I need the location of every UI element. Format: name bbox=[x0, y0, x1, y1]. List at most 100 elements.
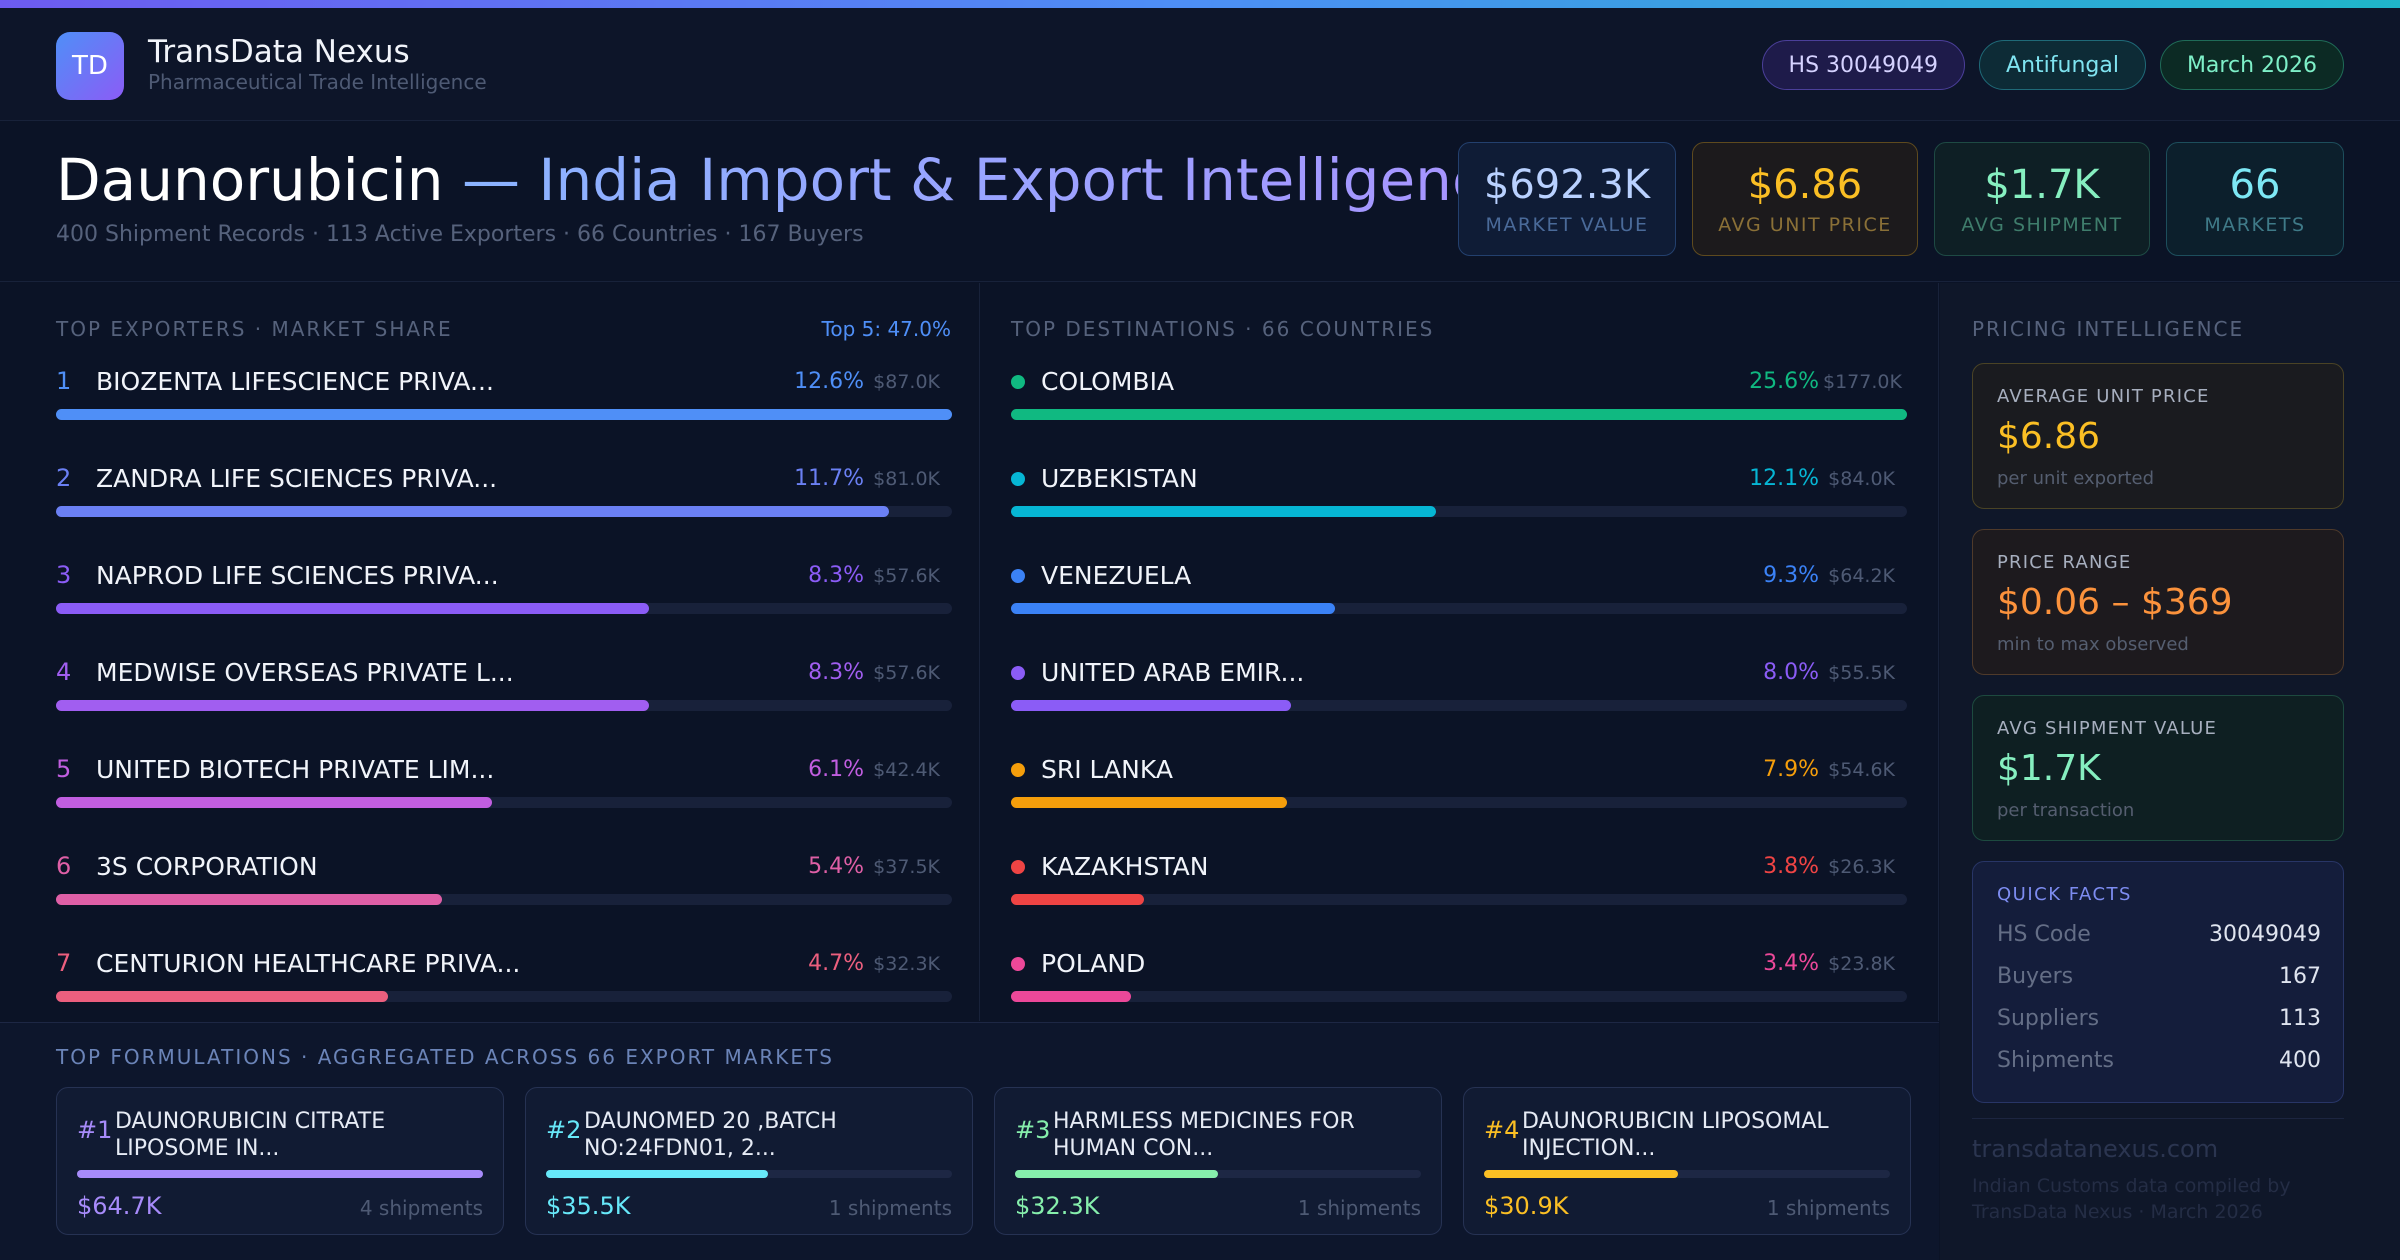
formulation-card[interactable]: #3 HARMLESS MEDICINES FOR HUMAN CON... $32… bbox=[994, 1087, 1442, 1235]
destinations-section-label: TOP DESTINATIONS · 66 COUNTRIES bbox=[1011, 317, 1435, 341]
exporter-row[interactable]: 3 NAPROD LIFE SCIENCES PRIVA... 8.3% $57.6K bbox=[56, 561, 952, 621]
country-dot-icon bbox=[1011, 472, 1025, 486]
avg-shipment-value-card: AVG SHIPMENT VALUE $1.7K per transaction bbox=[1972, 695, 2344, 841]
destination-amount: $64.2K bbox=[1828, 565, 1895, 587]
share-bar-track bbox=[1011, 991, 1907, 1002]
site-link[interactable]: transdatanexus.com bbox=[1972, 1135, 2219, 1163]
kpi-label: AVG SHIPMENT bbox=[1961, 214, 2123, 236]
exporter-share: 11.7% bbox=[794, 466, 864, 491]
share-bar-track bbox=[56, 991, 952, 1002]
destination-row[interactable]: KAZAKHSTAN 3.8% $26.3K bbox=[1011, 852, 1907, 912]
hs-code-pill[interactable]: HS 30049049 bbox=[1761, 40, 1966, 90]
quick-fact-key: Buyers bbox=[1997, 964, 2074, 989]
top-formulations-panel: TOP FORMULATIONS · AGGREGATED ACROSS 66 … bbox=[0, 1022, 1939, 1260]
kpi-label: AVG UNIT PRICE bbox=[1718, 214, 1892, 236]
country-dot-icon bbox=[1011, 375, 1025, 389]
formulation-rank: #1 bbox=[77, 1116, 113, 1144]
country-dot-icon bbox=[1011, 666, 1025, 680]
kpi-label: MARKET VALUE bbox=[1485, 214, 1649, 236]
destination-amount: $23.8K bbox=[1828, 953, 1895, 975]
share-bar-track bbox=[1011, 409, 1907, 420]
destination-share: 9.3% bbox=[1763, 563, 1819, 588]
card-label: AVG SHIPMENT VALUE bbox=[1997, 718, 2218, 739]
filter-pills: HS 30049049 Antifungal March 2026 bbox=[1761, 40, 2344, 90]
exporter-amount: $57.6K bbox=[873, 662, 940, 684]
formulation-card[interactable]: #1 DAUNORUBICIN CITRATE LIPOSOME IN... $64… bbox=[56, 1087, 504, 1235]
share-bar-fill bbox=[1011, 700, 1292, 711]
kpi-avg-shipment: $1.7K AVG SHIPMENT bbox=[1934, 142, 2150, 256]
divider bbox=[1972, 1118, 2344, 1119]
exporter-name: ZANDRA LIFE SCIENCES PRIVA... bbox=[96, 464, 498, 493]
exporter-name: MEDWISE OVERSEAS PRIVATE L... bbox=[96, 658, 514, 687]
formulation-card[interactable]: #4 DAUNORUBICIN LIPOSOMAL INJECTION... $30… bbox=[1463, 1087, 1911, 1235]
card-subtext: per unit exported bbox=[1997, 468, 2155, 489]
exporter-share: 6.1% bbox=[808, 757, 864, 782]
exporter-amount: $81.0K bbox=[873, 468, 940, 490]
kpi-avg-unit-price: $6.86 AVG UNIT PRICE bbox=[1692, 142, 1918, 256]
share-bar-fill bbox=[1011, 894, 1144, 905]
exporter-row[interactable]: 4 MEDWISE OVERSEAS PRIVATE L... 8.3% $57.6K bbox=[56, 658, 952, 718]
brand-logo[interactable]: TD bbox=[56, 32, 124, 100]
share-bar-track bbox=[1011, 700, 1907, 711]
exporter-amount: $57.6K bbox=[873, 565, 940, 587]
kpi-value: 66 bbox=[2229, 162, 2281, 208]
destination-row[interactable]: COLOMBIA 25.6% $177.0K bbox=[1011, 367, 1907, 427]
exporter-row[interactable]: 7 CENTURION HEALTHCARE PRIVA... 4.7% $32.3K bbox=[56, 949, 952, 1009]
exporter-rank: 6 bbox=[56, 852, 72, 880]
card-value: $6.86 bbox=[1997, 416, 2101, 457]
formulation-value: $32.3K bbox=[1015, 1192, 1100, 1220]
exporter-row[interactable]: 6 3S CORPORATION 5.4% $37.5K bbox=[56, 852, 952, 912]
share-bar-fill bbox=[56, 797, 493, 808]
formulation-bar-fill bbox=[1484, 1170, 1678, 1178]
destination-row[interactable]: VENEZUELA 9.3% $64.2K bbox=[1011, 561, 1907, 621]
quick-facts-card: QUICK FACTS HS Code 30049049 Buyers 167 … bbox=[1972, 861, 2344, 1103]
destination-row[interactable]: UNITED ARAB EMIR... 8.0% $55.5K bbox=[1011, 658, 1907, 718]
formulation-shipments: 4 shipments bbox=[359, 1196, 483, 1220]
exporter-row[interactable]: 1 BIOZENTA LIFESCIENCE PRIVA... 12.6% $87.0… bbox=[56, 367, 952, 427]
share-bar-fill bbox=[56, 991, 389, 1002]
top-accent-line bbox=[0, 0, 2400, 8]
exporter-row[interactable]: 5 UNITED BIOTECH PRIVATE LIM... 6.1% $42.4K bbox=[56, 755, 952, 815]
share-bar-track bbox=[56, 797, 952, 808]
share-bar-fill bbox=[1011, 603, 1336, 614]
exporter-name: UNITED BIOTECH PRIVATE LIM... bbox=[96, 755, 495, 784]
exporter-share: 4.7% bbox=[808, 951, 864, 976]
exporter-row[interactable]: 2 ZANDRA LIFE SCIENCES PRIVA... 11.7% $81.0… bbox=[56, 464, 952, 524]
formulation-bar-track bbox=[77, 1170, 483, 1178]
title-section: Daunorubicin — India Import & Export Int… bbox=[0, 122, 2400, 282]
card-value: $0.06 – $369 bbox=[1997, 582, 2233, 623]
share-bar-track bbox=[1011, 506, 1907, 517]
exporter-share: 8.3% bbox=[808, 563, 864, 588]
data-source-footnote: Indian Customs data compiled by TransDat… bbox=[1972, 1175, 2291, 1223]
destination-name: POLAND bbox=[1041, 949, 1146, 978]
share-bar-fill bbox=[1011, 797, 1287, 808]
top-destinations-panel: TOP DESTINATIONS · 66 COUNTRIES COLOMBIA… bbox=[981, 283, 1939, 1021]
exporter-share: 5.4% bbox=[808, 854, 864, 879]
share-bar-fill bbox=[56, 603, 650, 614]
formulation-card[interactable]: #2 DAUNOMED 20 ,BATCH NO:24FDN01, 2... $35… bbox=[525, 1087, 973, 1235]
card-value: $1.7K bbox=[1997, 748, 2101, 789]
formulation-bar-fill bbox=[1015, 1170, 1218, 1178]
formulation-bar-track bbox=[546, 1170, 952, 1178]
destination-row[interactable]: POLAND 3.4% $23.8K bbox=[1011, 949, 1907, 1009]
destination-share: 3.8% bbox=[1763, 854, 1819, 879]
destination-share: 3.4% bbox=[1763, 951, 1819, 976]
date-pill[interactable]: March 2026 bbox=[2159, 40, 2344, 90]
quick-facts-title: QUICK FACTS bbox=[1997, 884, 2132, 905]
avg-unit-price-card: AVERAGE UNIT PRICE $6.86 per unit export… bbox=[1972, 363, 2344, 509]
country-dot-icon bbox=[1011, 860, 1025, 874]
exporter-rank: 7 bbox=[56, 949, 72, 977]
destination-amount: $26.3K bbox=[1828, 856, 1895, 878]
exporter-amount: $87.0K bbox=[873, 371, 940, 393]
quick-fact-value: 400 bbox=[2279, 1048, 2321, 1073]
destination-row[interactable]: UZBEKISTAN 12.1% $84.0K bbox=[1011, 464, 1907, 524]
formulation-rank: #4 bbox=[1484, 1116, 1520, 1144]
quick-fact-value: 167 bbox=[2279, 964, 2321, 989]
formulation-shipments: 1 shipments bbox=[1297, 1196, 1421, 1220]
category-pill[interactable]: Antifungal bbox=[1979, 40, 2146, 90]
destination-name: UNITED ARAB EMIR... bbox=[1041, 658, 1305, 687]
formulation-value: $64.7K bbox=[77, 1192, 162, 1220]
destination-row[interactable]: SRI LANKA 7.9% $54.6K bbox=[1011, 755, 1907, 815]
destination-name: UZBEKISTAN bbox=[1041, 464, 1198, 493]
pricing-section-label: PRICING INTELLIGENCE bbox=[1972, 317, 2245, 341]
